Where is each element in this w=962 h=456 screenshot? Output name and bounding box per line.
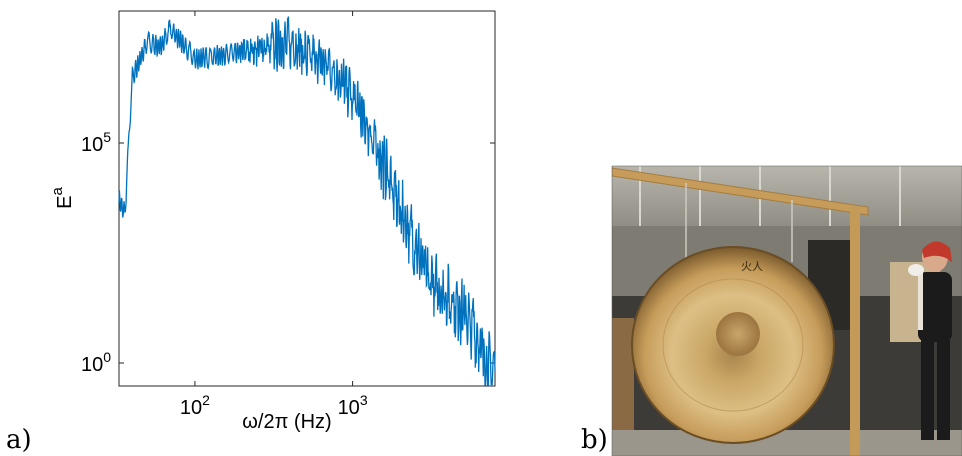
- axis-ticks: [119, 11, 495, 386]
- panel-b-label: b): [581, 425, 608, 455]
- x-axis-label: ω/2π (Hz): [242, 411, 331, 433]
- spectrum-series-line: [118, 16, 496, 386]
- tick-labels: 102 103 100 105: [81, 129, 368, 419]
- panel-a-label: a): [6, 425, 32, 455]
- x-tick-label: 103: [338, 392, 368, 419]
- spectrum-chart: 102 103 100 105 Ea ω/2π (Hz): [49, 10, 496, 433]
- y-axis-label: Ea: [49, 187, 76, 209]
- gong-inscription: 火人: [741, 260, 763, 273]
- person-with-mallet: [908, 241, 952, 440]
- x-tick-label: 102: [180, 392, 210, 419]
- y-tick-label: 105: [81, 129, 111, 156]
- y-tick-label: 100: [81, 349, 111, 376]
- gong-photo: 火人: [611, 165, 962, 456]
